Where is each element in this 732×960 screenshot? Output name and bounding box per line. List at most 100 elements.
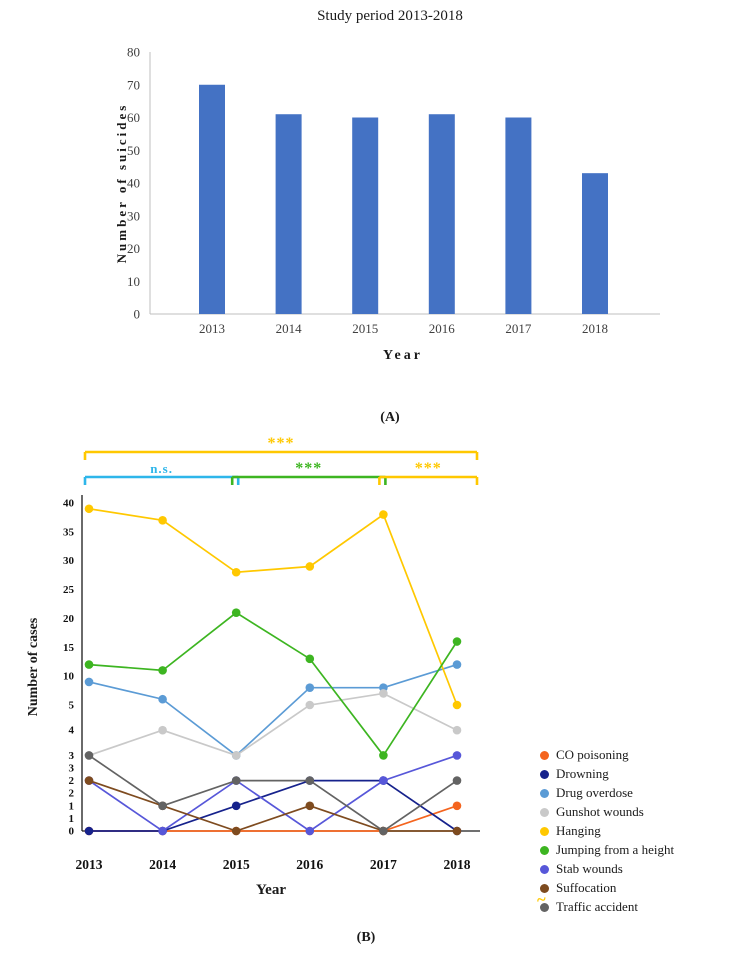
legend-item: Traffic accident [540,899,674,914]
panel-a-y-axis-label: Number of suicides [114,102,129,264]
y-tick-label: 30 [63,555,75,567]
y-tick-label: 3 [69,763,75,775]
bar [199,84,225,314]
significance-label: *** [295,460,322,477]
x-tick-label: 2013 [199,321,225,336]
x-tick-label: 2018 [582,321,608,336]
panel-a-x-axis-label: Year [383,348,423,363]
series-hanging [84,504,462,710]
panel-b-label: (B) [356,930,376,945]
legend-label: Drug overdose [556,785,633,800]
y-tick-label: 15 [63,642,75,654]
data-point [84,826,94,836]
x-tick-label: 2016 [429,321,456,336]
y-tick-label: 1 [69,800,75,812]
data-point [158,666,167,675]
legend-label: Jumping from a height [556,842,675,857]
y-tick-label: 70 [127,77,140,92]
data-point [305,826,315,836]
x-tick-label: 2014 [276,321,303,336]
x-tick-label: 2015 [223,857,250,872]
legend-label: Hanging [556,823,601,838]
significance-bracket: *** [378,460,479,485]
legend-swatch-icon [540,788,549,798]
legend-item: Hanging [540,823,674,838]
y-tick-label: 40 [63,498,75,510]
y-tick-label: 2 [69,788,75,800]
data-point [158,694,167,704]
y-tick-label: 0 [69,826,75,838]
legend-swatch-icon [540,750,549,760]
significance-label: *** [268,435,295,452]
legend-item: Drug overdose [540,785,674,800]
data-point [84,504,94,514]
legend-item: CO poisoning [540,747,674,762]
legend-item: Jumping from a height [540,842,675,857]
panel-b-y-axis-label: Number of cases [26,617,41,717]
data-point [84,660,94,669]
legend-swatch-icon [540,845,549,855]
legend-swatch-icon [540,864,549,874]
series-jumping-from-a-height [84,608,462,760]
data-point [379,689,388,698]
data-point [158,826,167,836]
data-point [158,516,167,525]
data-point [452,725,462,735]
panel-b-x-axis-label: Year [256,882,286,898]
line-chart-plot: ***n.s. *** ***011223345101520253035402013… [63,435,480,872]
significance-bracket: *** [230,460,387,485]
bar [582,173,608,314]
x-tick-label: 2017 [505,321,532,336]
y-tick-label: 10 [127,274,140,289]
data-point [379,751,388,760]
y-tick-label: 35 [63,526,75,538]
bar [275,114,302,314]
panel-a-label: (A) [380,410,400,425]
data-point [379,776,388,785]
panel-a-title: Study period 2013-2018 [317,8,463,24]
data-point [305,700,315,710]
series-drug-overdose [84,660,462,760]
data-point [231,608,241,617]
legend-label: CO poisoning [556,747,629,762]
y-tick-label: 3 [69,750,75,762]
y-tick-label: 1 [69,813,75,825]
data-point [452,751,462,760]
y-tick-label: 0 [134,307,141,322]
y-tick-label: 80 [127,45,140,60]
legend-swatch-icon [540,883,549,893]
bar-chart-plot: 0 10 20 30 40 50 60 70 80 2013 2014 2015 2016 2017 201… [127,45,660,336]
y-tick-label: 25 [63,584,75,596]
data-point [231,826,241,836]
significance-bracket: n.s. [83,461,240,485]
y-tick-label: 50 [127,143,140,158]
y-tick-label: 2 [69,775,75,787]
panel-b: *** n.s. *** *** 0 1 1 2 2 3 3 4 5 10 15 20 25 30 35 40 2013… [0,430,732,960]
legend-item: Gunshot wounds [540,804,674,819]
x-tick-label: 2013 [76,857,103,872]
data-point [231,567,241,577]
data-point [84,776,94,785]
data-point [452,801,462,811]
significance-label: *** [415,460,442,477]
data-point [84,751,94,760]
x-tick-label: 2018 [444,857,471,872]
y-tick-label: 4 [69,725,75,737]
legend-item: Stab wounds [540,861,674,876]
data-point [379,510,388,519]
legend-label: Suffocation [556,880,617,895]
data-point [305,683,315,692]
data-point [452,700,462,710]
significance-bracket: *** [83,435,479,460]
y-tick-label: 60 [127,110,140,125]
bar [505,117,532,314]
x-tick-label: 2015 [352,321,378,336]
data-point [231,801,241,811]
legend-item: Drowning [540,766,674,781]
y-tick-label: 20 [63,613,75,625]
series-gunshot-wounds [84,689,462,760]
legend-label: Stab wounds [556,861,623,876]
legend-swatch-icon [540,826,549,836]
chart-legend: CO poisoning Drowning Drug overdose Gunshot… [540,747,675,914]
y-tick-label: 10 [63,671,75,683]
